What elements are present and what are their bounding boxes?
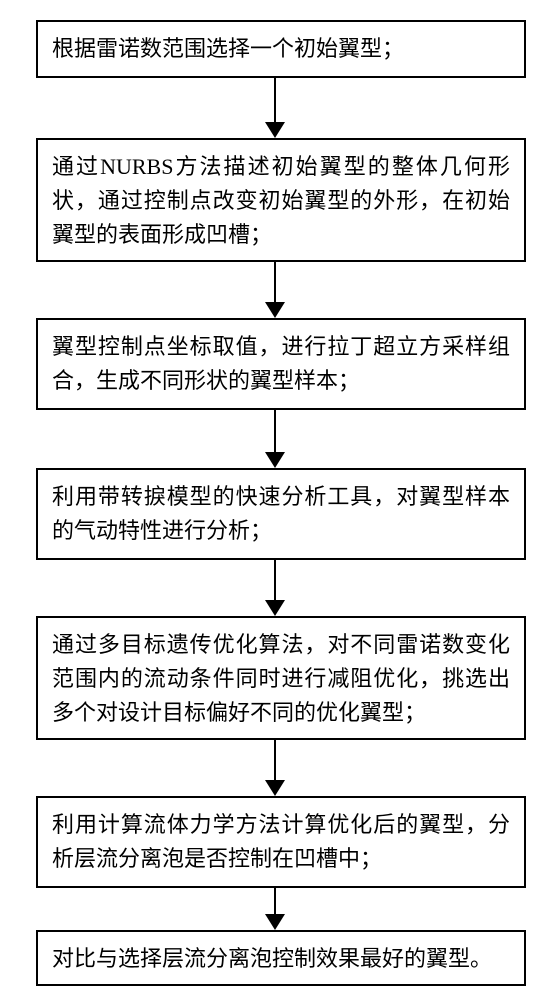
arrow-head-4: [265, 600, 285, 616]
flow-box-7: 对比与选择层流分离泡控制效果最好的翼型。: [36, 930, 526, 986]
flow-box-6: 利用计算流体力学方法计算优化后的翼型，分析层流分离泡是否控制在凹槽中；: [36, 796, 526, 888]
arrow-line-1: [274, 78, 276, 122]
flowchart-canvas: 根据雷诺数范围选择一个初始翼型； 通过NURBS方法描述初始翼型的整体几何形状，…: [0, 0, 549, 1000]
flow-box-4: 利用带转捩模型的快速分析工具，对翼型样本的气动特性进行分析；: [36, 468, 526, 560]
arrow-line-6: [274, 888, 276, 914]
flow-box-2: 通过NURBS方法描述初始翼型的整体几何形状，通过控制点改变初始翼型的外形，在初…: [36, 138, 526, 262]
flow-box-1: 根据雷诺数范围选择一个初始翼型；: [36, 20, 526, 78]
arrow-head-2: [265, 302, 285, 318]
arrow-head-5: [265, 780, 285, 796]
arrow-line-5: [274, 740, 276, 780]
arrow-head-3: [265, 452, 285, 468]
arrow-head-1: [265, 122, 285, 138]
flow-box-3: 翼型控制点坐标取值，进行拉丁超立方采样组合，生成不同形状的翼型样本；: [36, 318, 526, 410]
flow-box-5: 通过多目标遗传优化算法，对不同雷诺数变化范围内的流动条件同时进行减阻优化，挑选出…: [36, 616, 526, 740]
arrow-line-4: [274, 560, 276, 600]
arrow-head-6: [265, 914, 285, 930]
arrow-line-3: [274, 410, 276, 452]
arrow-line-2: [274, 262, 276, 302]
